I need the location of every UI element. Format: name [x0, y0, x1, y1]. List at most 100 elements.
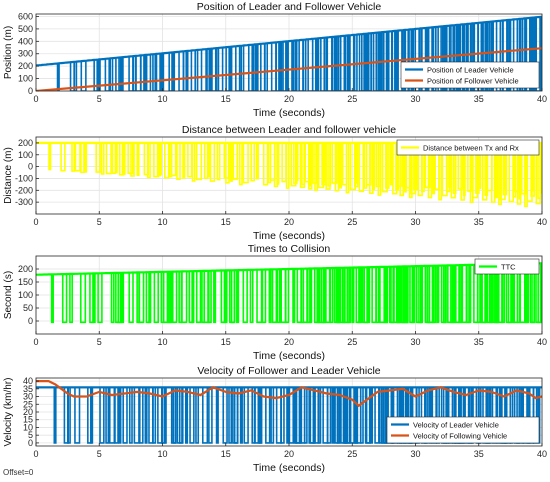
series-spike — [97, 273, 103, 324]
series-spike — [121, 142, 126, 175]
series-spike — [399, 142, 405, 197]
series-spike — [256, 269, 263, 324]
x-tick-label: 40 — [537, 337, 547, 347]
series-spike — [458, 265, 463, 324]
x-tick-label: 35 — [474, 337, 484, 347]
series-spike — [242, 270, 248, 324]
chart-panel-1: 0 5 10 15 20 25 30 35 400100200300400500600Posit… — [3, 1, 547, 119]
series-spike — [201, 387, 209, 444]
series-spike — [365, 387, 371, 444]
series-spike — [279, 42, 283, 91]
y-axis-label: Position (m) — [3, 26, 14, 79]
chart-title: Velocity of Follower and Leader Vehicle — [197, 365, 380, 377]
series-spike — [525, 263, 529, 324]
series-spike — [365, 142, 372, 186]
series-spike — [84, 142, 88, 173]
legend: Position of Leader Vehicle Position of Fo… — [400, 61, 540, 89]
series-spike — [317, 387, 322, 444]
legend-label: Position of Follower Vehicle — [427, 77, 519, 86]
series-spike — [414, 142, 418, 187]
series-spike — [512, 142, 517, 198]
x-tick-label: 10 — [157, 337, 167, 347]
y-tick-label: 300 — [18, 49, 33, 59]
y-tick-label: 35 — [23, 384, 33, 394]
series-spike — [74, 142, 81, 172]
series-spike — [99, 387, 105, 444]
series-spike — [428, 265, 435, 324]
series-spike — [384, 266, 388, 324]
x-tick-label: 40 — [537, 449, 547, 459]
series-spike — [114, 387, 119, 444]
series-spike — [337, 267, 341, 324]
y-tick-label: 0 — [28, 316, 33, 326]
x-axis-label: Time (seconds) — [253, 350, 325, 362]
x-axis-label: Time (seconds) — [253, 107, 325, 119]
x-tick-label: 30 — [410, 449, 420, 459]
series-spike — [284, 269, 290, 324]
series-spike — [115, 57, 122, 91]
series-spike — [501, 264, 505, 324]
series-spike — [309, 268, 313, 324]
series-spike — [194, 50, 199, 91]
series-spike — [478, 142, 482, 190]
x-tick-label: 10 — [157, 217, 167, 227]
legend-box — [396, 139, 540, 156]
y-tick-label: 20 — [23, 407, 33, 417]
series-spike — [222, 387, 228, 444]
series-spike — [120, 57, 124, 91]
series-spike — [114, 142, 118, 174]
y-axis-label: Velocity (km/hr) — [3, 378, 14, 447]
series-spike — [155, 53, 162, 91]
series-spike — [421, 142, 425, 193]
series-spike — [442, 265, 447, 324]
series-spike — [437, 26, 444, 91]
y-tick-label: 0 — [28, 438, 33, 448]
series-spike — [207, 270, 212, 324]
series-spike — [537, 142, 542, 200]
x-tick-label: 30 — [410, 94, 420, 104]
x-tick-label: 30 — [410, 217, 420, 227]
series-spike — [424, 142, 431, 189]
y-axis-label: Second (s) — [3, 271, 14, 319]
series-spike — [374, 387, 380, 444]
series-spike — [200, 49, 207, 91]
x-tick-label: 0 — [33, 94, 38, 104]
series-spike — [271, 269, 278, 324]
chart-panel-2: 0 5 10 15 20 25 30 35 40-300-200-1000100200Dista… — [3, 124, 547, 242]
series-spike — [153, 142, 160, 178]
series-spike — [189, 387, 195, 444]
series-spike — [121, 272, 125, 324]
series-spike — [195, 387, 200, 444]
legend-box — [474, 258, 540, 275]
series-spike — [169, 271, 173, 324]
series-spike — [223, 270, 228, 324]
series-spike — [208, 48, 212, 91]
y-tick-label: 500 — [18, 24, 33, 34]
series-spike — [60, 142, 66, 172]
y-tick-label: 15 — [23, 415, 33, 425]
series-spike — [146, 142, 151, 179]
series-spike — [276, 142, 280, 185]
x-tick-label: 15 — [221, 94, 231, 104]
x-tick-label: 5 — [97, 94, 102, 104]
series-spike — [203, 142, 209, 179]
series-spike — [377, 142, 382, 196]
y-tick-label: 400 — [18, 36, 33, 46]
series-spike — [239, 387, 243, 444]
series-spike — [242, 142, 249, 184]
series-spike — [436, 265, 440, 324]
x-tick-label: 5 — [97, 449, 102, 459]
series-spike — [152, 54, 157, 91]
series-spike — [80, 61, 87, 91]
series-spike — [338, 142, 343, 189]
series-spike — [309, 142, 313, 187]
x-tick-label: 20 — [284, 94, 294, 104]
series-spike — [355, 142, 359, 184]
series-spike — [93, 59, 99, 91]
series-spike — [238, 142, 243, 186]
series-spike — [329, 268, 334, 324]
series-spike — [303, 387, 308, 444]
y-tick-label: 25 — [23, 399, 33, 409]
plot-data — [36, 141, 542, 208]
legend: Distance between Tx and Rx — [396, 139, 540, 156]
